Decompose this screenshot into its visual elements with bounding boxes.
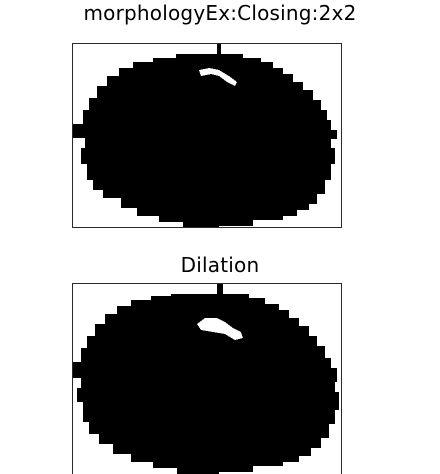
stem-mark [217, 44, 221, 54]
closing-blob [73, 54, 337, 227]
dilation-blob [73, 294, 339, 474]
closing-binary-image [73, 44, 337, 227]
closing-image-panel [72, 43, 342, 228]
dilation-image-panel [72, 283, 342, 474]
panel-title-dilation: Dilation [180, 253, 260, 277]
dilation-highlight [197, 318, 243, 340]
closing-highlight [199, 68, 237, 86]
panel-title-closing: morphologyEx:Closing:2x2 [83, 1, 357, 25]
stem-mark [217, 284, 223, 298]
dilation-binary-image [73, 284, 339, 474]
